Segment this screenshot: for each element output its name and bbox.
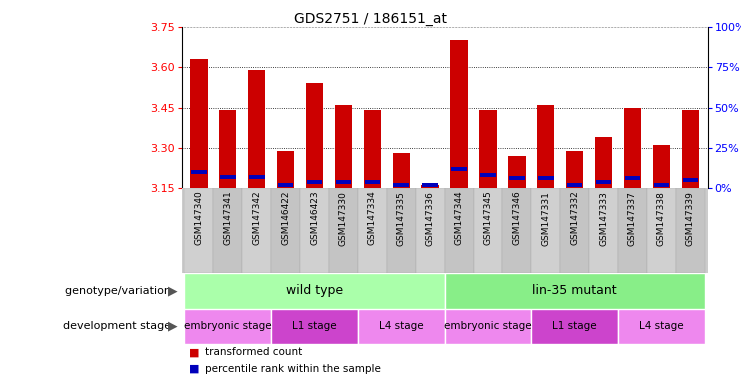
Bar <box>387 188 416 273</box>
Text: wild type: wild type <box>286 285 343 297</box>
Bar <box>445 188 473 273</box>
Bar <box>271 188 300 273</box>
Text: GSM147330: GSM147330 <box>339 191 348 246</box>
Bar <box>473 188 502 273</box>
Text: L4 stage: L4 stage <box>639 321 684 331</box>
Bar <box>531 188 560 273</box>
Bar <box>365 180 380 184</box>
Text: GSM147340: GSM147340 <box>194 191 203 245</box>
Text: ■: ■ <box>189 347 199 358</box>
Bar <box>480 173 496 177</box>
Text: L4 stage: L4 stage <box>379 321 424 331</box>
Bar <box>336 180 351 184</box>
Text: GSM147338: GSM147338 <box>657 191 666 246</box>
Bar <box>647 188 676 273</box>
Bar <box>618 188 647 273</box>
Text: ▶: ▶ <box>168 320 178 333</box>
Bar <box>566 151 583 188</box>
Bar <box>508 156 525 188</box>
Text: GSM147344: GSM147344 <box>454 191 464 245</box>
Bar <box>560 188 589 273</box>
Text: genotype/variation: genotype/variation <box>64 286 174 296</box>
Bar <box>595 137 612 188</box>
Bar <box>451 167 467 171</box>
Bar <box>531 309 618 344</box>
Text: transformed count: transformed count <box>205 347 302 358</box>
Bar <box>393 153 410 188</box>
Text: GSM147336: GSM147336 <box>425 191 435 246</box>
Bar <box>278 183 293 187</box>
Bar <box>422 185 439 188</box>
Bar <box>220 175 236 179</box>
Text: GSM147339: GSM147339 <box>686 191 695 246</box>
Text: GSM147341: GSM147341 <box>223 191 232 245</box>
Text: GSM147333: GSM147333 <box>599 191 608 246</box>
Text: ■: ■ <box>189 364 199 374</box>
Bar <box>624 108 641 188</box>
Text: GSM147335: GSM147335 <box>396 191 406 246</box>
Bar <box>300 188 329 273</box>
Bar <box>248 70 265 188</box>
Bar <box>422 183 438 187</box>
Bar <box>277 151 294 188</box>
Text: L1 stage: L1 stage <box>552 321 597 331</box>
Bar <box>479 110 496 188</box>
Bar <box>537 105 554 188</box>
Text: GSM147334: GSM147334 <box>368 191 377 245</box>
Bar <box>618 309 705 344</box>
Text: GSM146422: GSM146422 <box>281 191 290 245</box>
Bar <box>185 273 445 309</box>
Bar <box>653 145 670 188</box>
Text: L1 stage: L1 stage <box>292 321 337 331</box>
Text: embryonic stage: embryonic stage <box>444 321 532 331</box>
Text: lin-35 mutant: lin-35 mutant <box>532 285 617 297</box>
Bar <box>306 83 323 188</box>
Bar <box>445 273 705 309</box>
Text: GSM147337: GSM147337 <box>628 191 637 246</box>
Bar <box>185 188 213 273</box>
Text: GSM147332: GSM147332 <box>570 191 579 245</box>
Text: GSM147345: GSM147345 <box>483 191 493 245</box>
Bar <box>191 170 207 174</box>
Bar <box>219 110 236 188</box>
Bar <box>358 309 445 344</box>
Text: GDS2751 / 186151_at: GDS2751 / 186151_at <box>294 12 447 25</box>
Text: GSM146423: GSM146423 <box>310 191 319 245</box>
Text: GSM147346: GSM147346 <box>512 191 522 245</box>
Text: GSM147342: GSM147342 <box>252 191 262 245</box>
Bar <box>451 40 468 188</box>
Bar <box>509 177 525 180</box>
Text: development stage: development stage <box>62 321 174 331</box>
Text: GSM147331: GSM147331 <box>541 191 551 246</box>
Bar <box>538 177 554 180</box>
Bar <box>596 180 611 184</box>
Bar <box>335 105 352 188</box>
Bar <box>567 183 582 187</box>
Text: percentile rank within the sample: percentile rank within the sample <box>205 364 381 374</box>
Bar <box>445 309 531 344</box>
Text: embryonic stage: embryonic stage <box>184 321 272 331</box>
Bar <box>393 183 409 187</box>
Bar <box>654 183 669 187</box>
Bar <box>185 309 271 344</box>
Bar <box>358 188 387 273</box>
Bar <box>676 188 705 273</box>
Bar <box>271 309 358 344</box>
Bar <box>682 178 698 182</box>
Bar <box>242 188 271 273</box>
Bar <box>416 188 445 273</box>
Bar <box>589 188 618 273</box>
Bar <box>249 175 265 179</box>
Bar <box>364 110 381 188</box>
Bar <box>190 59 207 188</box>
Text: ▶: ▶ <box>168 285 178 297</box>
Bar <box>682 110 699 188</box>
Bar <box>502 188 531 273</box>
Bar <box>625 177 640 180</box>
Bar <box>329 188 358 273</box>
Bar <box>307 180 322 184</box>
Bar <box>213 188 242 273</box>
